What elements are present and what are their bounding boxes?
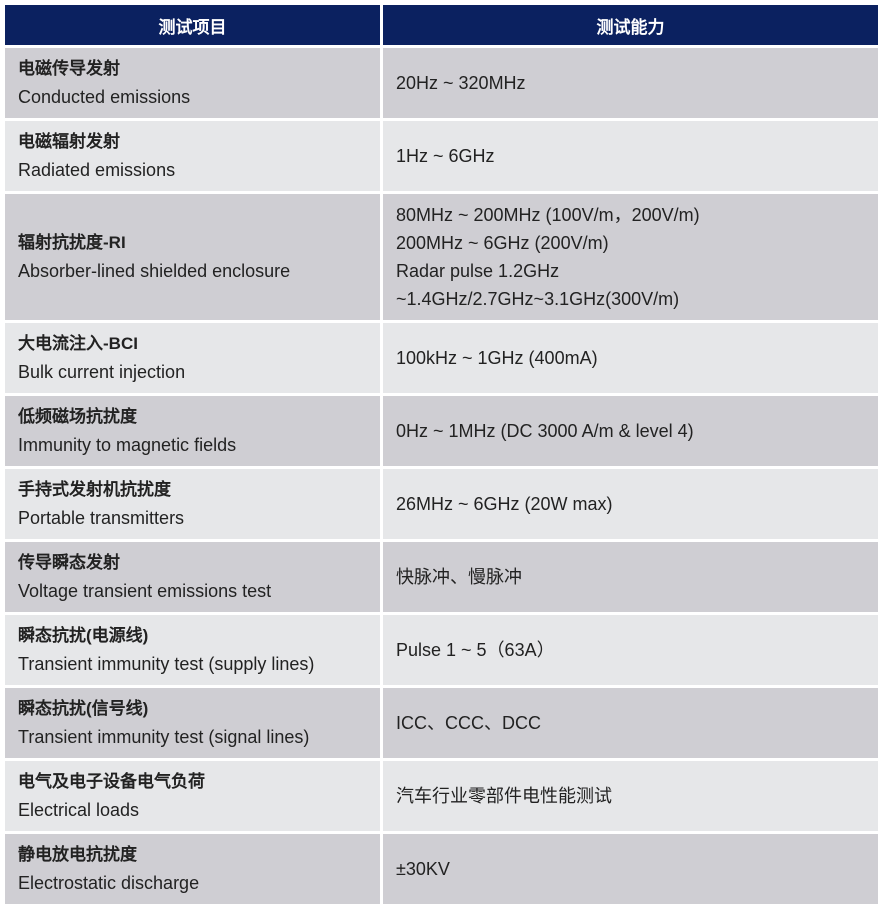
test-capability-cell: ±30KV [383,834,878,904]
capability-line: Pulse 1 ~ 5（63A） [396,640,555,660]
test-item-cell: 瞬态抗扰(电源线) Transient immunity test (suppl… [5,615,380,685]
test-item-en: Conducted emissions [18,87,191,107]
test-item-en: Transient immunity test (signal lines) [18,727,310,747]
test-item-cn: 电磁传导发射 [18,59,120,78]
test-item-cn: 瞬态抗扰(信号线) [18,699,149,718]
table-row: 手持式发射机抗扰度 Portable transmitters 26MHz ~ … [5,469,878,539]
test-item-cn: 电磁辐射发射 [18,132,120,151]
test-item-cn: 低频磁场抗扰度 [18,407,137,426]
test-item-cn: 传导瞬态发射 [18,553,120,572]
capability-line: ±30KV [396,859,450,879]
test-item-cn: 静电放电抗扰度 [18,845,137,864]
capability-line: 快脉冲、慢脉冲 [396,567,522,587]
test-item-cn: 辐射抗扰度-RI [18,233,126,252]
test-capability-cell: 汽车行业零部件电性能测试 [383,761,878,831]
test-item-en: Voltage transient emissions test [18,581,272,601]
test-item-cell: 手持式发射机抗扰度 Portable transmitters [5,469,380,539]
capability-line: 汽车行业零部件电性能测试 [396,786,612,806]
header-row: 测试项目 测试能力 [5,5,878,45]
header-test-item: 测试项目 [5,5,380,45]
test-capability-cell: 80MHz ~ 200MHz (100V/m，200V/m) 200MHz ~ 6… [383,194,878,320]
test-item-cell: 传导瞬态发射 Voltage transient emissions test [5,542,380,612]
test-item-en: Transient immunity test (supply lines) [18,654,315,674]
test-item-cn: 手持式发射机抗扰度 [18,480,171,499]
table-row: 传导瞬态发射 Voltage transient emissions test … [5,542,878,612]
table-row: 瞬态抗扰(电源线) Transient immunity test (suppl… [5,615,878,685]
capability-line: Radar pulse 1.2GHz [396,261,560,281]
test-capability-cell: 26MHz ~ 6GHz (20W max) [383,469,878,539]
test-item-en: Bulk current injection [18,362,186,382]
capability-line: 1Hz ~ 6GHz [396,146,495,166]
test-item-en: Electrical loads [18,800,140,820]
capability-line: 0Hz ~ 1MHz (DC 3000 A/m & level 4) [396,421,694,441]
test-capability-cell: Pulse 1 ~ 5（63A） [383,615,878,685]
table-row: 大电流注入-BCI Bulk current injection 100kHz … [5,323,878,393]
test-item-cell: 电磁辐射发射 Radiated emissions [5,121,380,191]
table-row: 电磁传导发射 Conducted emissions 20Hz ~ 320MHz [5,48,878,118]
test-item-en: Portable transmitters [18,508,185,528]
table-row: 电气及电子设备电气负荷 Electrical loads 汽车行业零部件电性能测… [5,761,878,831]
test-item-cell: 大电流注入-BCI Bulk current injection [5,323,380,393]
table-row: 电磁辐射发射 Radiated emissions 1Hz ~ 6GHz [5,121,878,191]
table-row: 静电放电抗扰度 Electrostatic discharge ±30KV [5,834,878,904]
capability-line: ICC、CCC、DCC [396,713,541,733]
test-capability-cell: 20Hz ~ 320MHz [383,48,878,118]
test-item-cn: 大电流注入-BCI [18,334,138,353]
test-item-cell: 电气及电子设备电气负荷 Electrical loads [5,761,380,831]
test-item-cell: 静电放电抗扰度 Electrostatic discharge [5,834,380,904]
table-row: 低频磁场抗扰度 Immunity to magnetic fields 0Hz … [5,396,878,466]
test-item-cell: 辐射抗扰度-RI Absorber-lined shielded enclosu… [5,194,380,320]
test-item-en: Electrostatic discharge [18,873,200,893]
test-item-en: Absorber-lined shielded enclosure [18,261,291,281]
capability-line: ~1.4GHz/2.7GHz~3.1GHz(300V/m) [396,289,680,309]
test-item-cell: 瞬态抗扰(信号线) Transient immunity test (signa… [5,688,380,758]
table-row: 辐射抗扰度-RI Absorber-lined shielded enclosu… [5,194,878,320]
capability-line: 26MHz ~ 6GHz (20W max) [396,494,613,514]
header-test-capability: 测试能力 [383,5,878,45]
test-item-cn: 电气及电子设备电气负荷 [18,772,205,791]
test-item-cn: 瞬态抗扰(电源线) [18,626,149,645]
capability-line: 200MHz ~ 6GHz (200V/m) [396,233,609,253]
capability-line: 80MHz ~ 200MHz (100V/m，200V/m) [396,205,700,225]
capability-line: 20Hz ~ 320MHz [396,73,526,93]
test-capability-cell: 100kHz ~ 1GHz (400mA) [383,323,878,393]
test-item-cell: 低频磁场抗扰度 Immunity to magnetic fields [5,396,380,466]
test-capability-cell: 0Hz ~ 1MHz (DC 3000 A/m & level 4) [383,396,878,466]
test-item-en: Immunity to magnetic fields [18,435,237,455]
capability-line: 100kHz ~ 1GHz (400mA) [396,348,598,368]
test-capability-cell: ICC、CCC、DCC [383,688,878,758]
test-capability-cell: 1Hz ~ 6GHz [383,121,878,191]
test-capability-cell: 快脉冲、慢脉冲 [383,542,878,612]
test-item-en: Radiated emissions [18,160,176,180]
test-item-cell: 电磁传导发射 Conducted emissions [5,48,380,118]
table-row: 瞬态抗扰(信号线) Transient immunity test (signa… [5,688,878,758]
